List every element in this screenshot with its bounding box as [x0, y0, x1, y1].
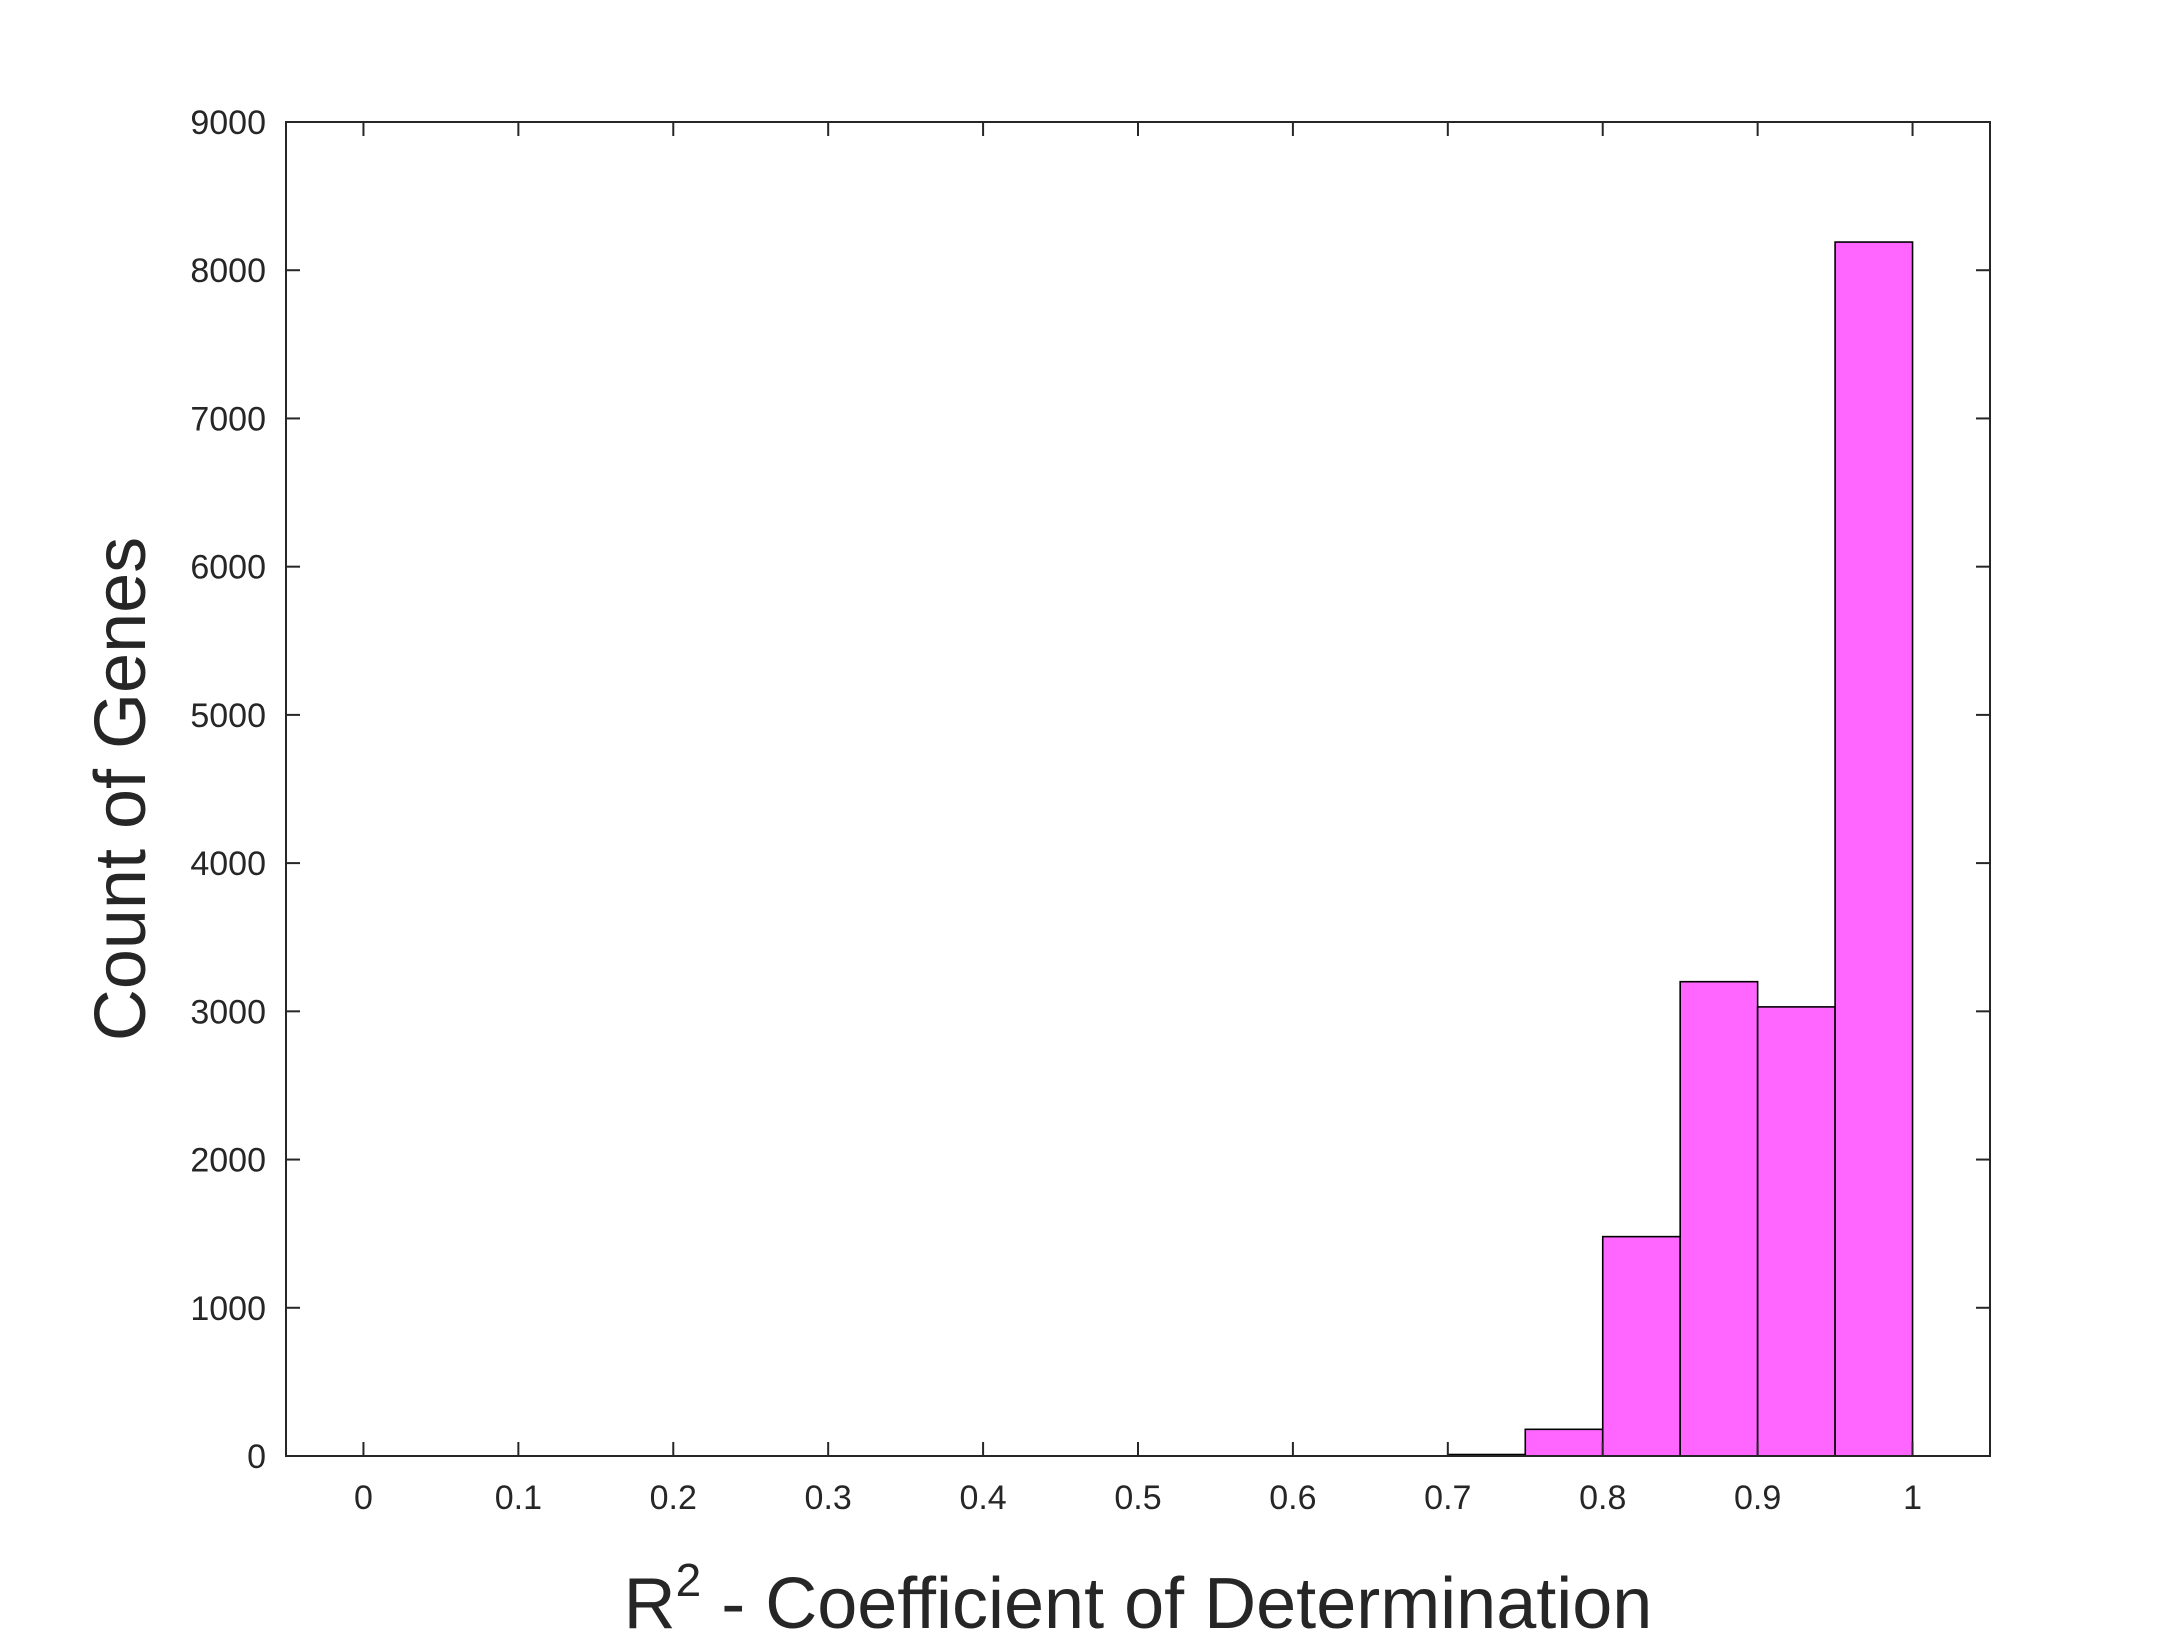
histogram-bar [1679, 980, 1759, 1457]
y-tick-label: 1000 [190, 1290, 266, 1328]
y-axis-title: Count of Genes [81, 537, 161, 1041]
x-tick-label: 0.7 [1424, 1479, 1471, 1517]
y-tick-label: 0 [247, 1438, 266, 1476]
histogram-bar [1756, 1006, 1836, 1457]
labels-layer: 0 0.1 0.2 0.3 0.4 0.5 0.6 0.7 0.8 0.9 1 0 1000 2000 30… [190, 104, 1922, 1517]
x-tick-label: 0.9 [1734, 1479, 1781, 1517]
histogram-bar [1834, 241, 1914, 1457]
x-tick-label: 0.8 [1579, 1479, 1626, 1517]
x-tick-label: 0.3 [805, 1479, 852, 1517]
x-axis-title-superscript: 2 [676, 1554, 702, 1606]
bars-layer [1447, 241, 1914, 1457]
y-tick-label: 2000 [190, 1142, 266, 1180]
x-tick-label: 0 [354, 1479, 373, 1517]
x-axis-title-base: R [624, 1564, 676, 1633]
x-tick-label: 0.6 [1269, 1479, 1316, 1517]
x-tick-label: 0.2 [650, 1479, 697, 1517]
y-tick-label: 8000 [190, 252, 266, 290]
ticks-layer [286, 121, 1990, 1457]
x-tick-label: 0.4 [959, 1479, 1006, 1517]
x-axis-title-rest: - Coefficient of Determination [701, 1564, 1652, 1633]
histogram-bar [1524, 1428, 1604, 1457]
y-tick-label: 4000 [190, 845, 266, 883]
y-tick-label: 3000 [190, 993, 266, 1031]
plot-frame [285, 121, 1991, 1457]
y-tick-label: 9000 [190, 104, 266, 142]
x-axis-title: R2 - Coefficient of Determination [624, 1554, 1653, 1633]
x-tick-label: 0.5 [1114, 1479, 1161, 1517]
x-tick-label: 0.1 [495, 1479, 542, 1517]
y-tick-label: 5000 [190, 697, 266, 735]
histogram-bar [1601, 1235, 1681, 1457]
x-tick-label: 1 [1903, 1479, 1922, 1517]
y-tick-label: 7000 [190, 400, 266, 438]
y-tick-label: 6000 [190, 549, 266, 587]
